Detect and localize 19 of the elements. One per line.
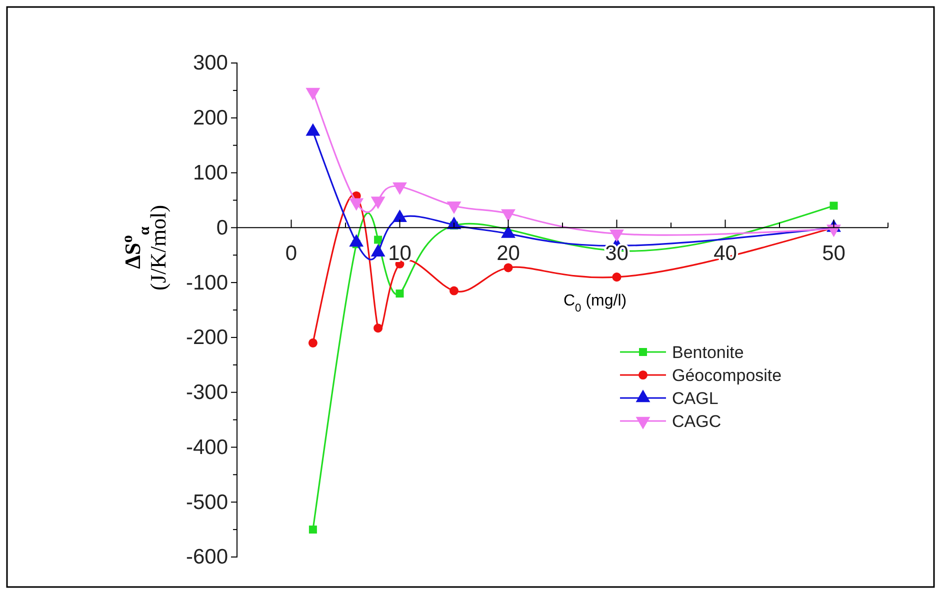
x-tick-label: 50 xyxy=(822,242,846,266)
y-tick-label: 200 xyxy=(192,106,228,130)
x-tick-label: 20 xyxy=(496,242,520,266)
y-tick-label: -600 xyxy=(186,546,228,569)
y-tick-label: -400 xyxy=(186,436,228,459)
legend-label: CAGL xyxy=(672,389,718,408)
legend-label: CAGC xyxy=(672,412,722,431)
y-tick-label: -500 xyxy=(186,490,228,514)
y-tick-label: 300 xyxy=(192,52,228,75)
legend-label: Bentonite xyxy=(672,343,744,362)
y-tick-label: 0 xyxy=(216,216,228,240)
y-tick-label: 100 xyxy=(192,162,228,184)
x-axis-title: C$_{0}$ (mg/l) xyxy=(563,292,627,315)
y-tick-label: -300 xyxy=(186,381,228,404)
x-tick-label: 10 xyxy=(388,242,412,266)
y-tick-label: -200 xyxy=(186,326,228,350)
y-tick-label: -100 xyxy=(186,271,228,294)
x-tick-label: 0 xyxy=(285,242,298,266)
legend-label: Géocomposite xyxy=(672,366,782,385)
